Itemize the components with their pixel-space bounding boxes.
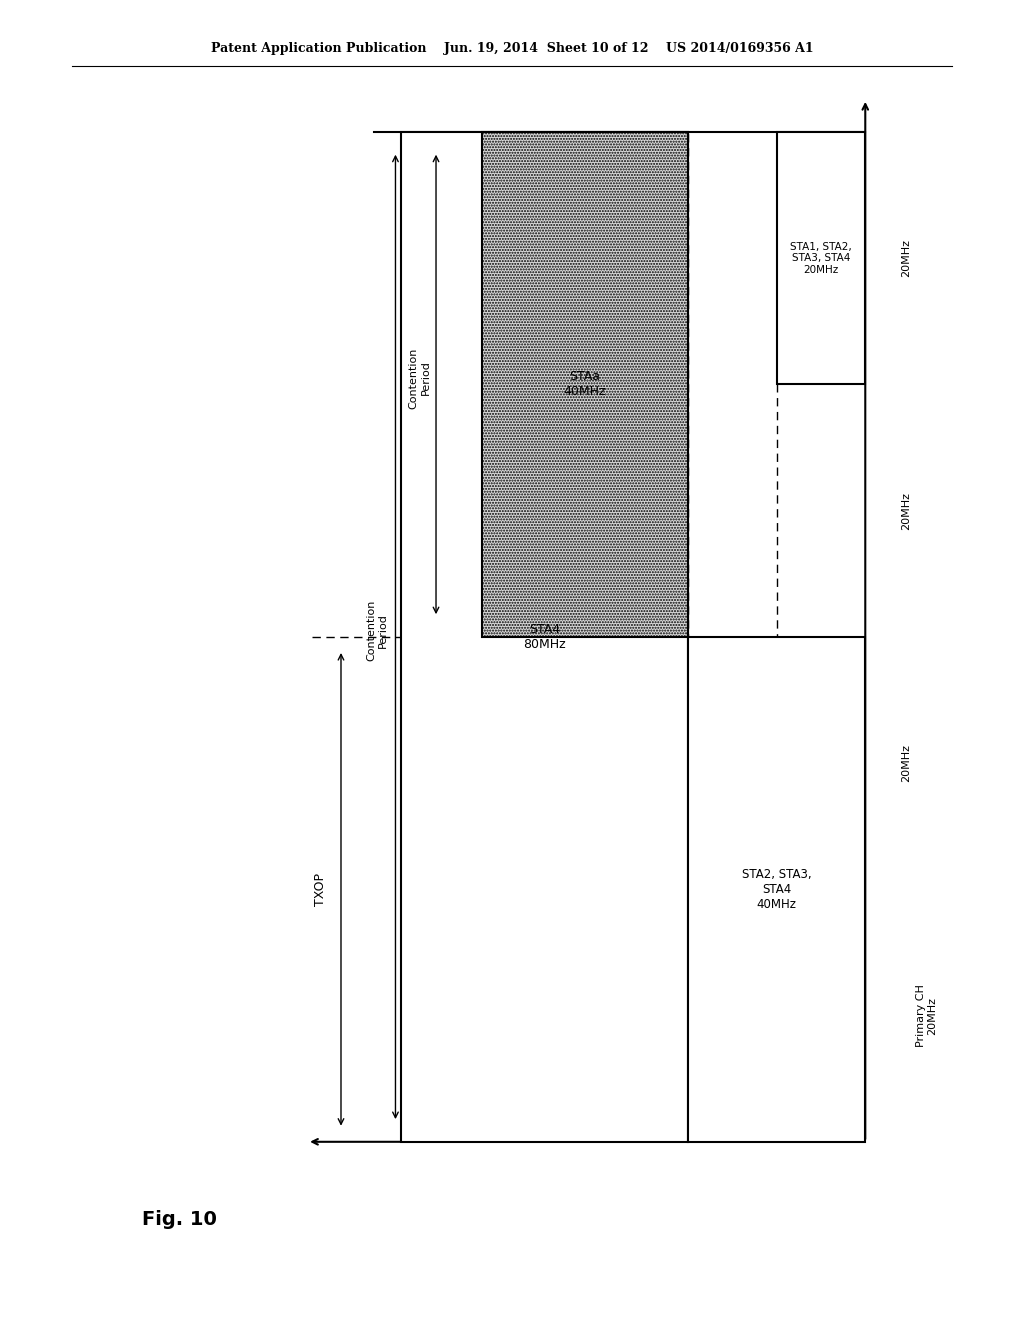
- Bar: [777, 132, 865, 384]
- Text: Contention
Period: Contention Period: [409, 347, 430, 408]
- Text: Patent Application Publication    Jun. 19, 2014  Sheet 10 of 12    US 2014/01693: Patent Application Publication Jun. 19, …: [211, 42, 813, 55]
- Text: STAa
40MHz: STAa 40MHz: [564, 371, 606, 399]
- Text: Primary CH
20MHz: Primary CH 20MHz: [915, 985, 938, 1047]
- Text: STA2, STA3,
STA4
40MHz: STA2, STA3, STA4 40MHz: [742, 867, 812, 911]
- Text: 20MHz: 20MHz: [901, 744, 911, 783]
- Text: Fig. 10: Fig. 10: [141, 1210, 217, 1229]
- Bar: [482, 132, 688, 636]
- Text: 20MHz: 20MHz: [901, 239, 911, 277]
- Text: STA4
80MHz: STA4 80MHz: [523, 623, 566, 651]
- Text: TXOP: TXOP: [314, 873, 327, 906]
- Text: Contention
Period: Contention Period: [367, 599, 388, 661]
- Bar: [400, 132, 688, 1142]
- Text: STA1, STA2,
STA3, STA4
20MHz: STA1, STA2, STA3, STA4 20MHz: [791, 242, 852, 275]
- Text: 20MHz: 20MHz: [901, 491, 911, 529]
- Bar: [688, 636, 865, 1142]
